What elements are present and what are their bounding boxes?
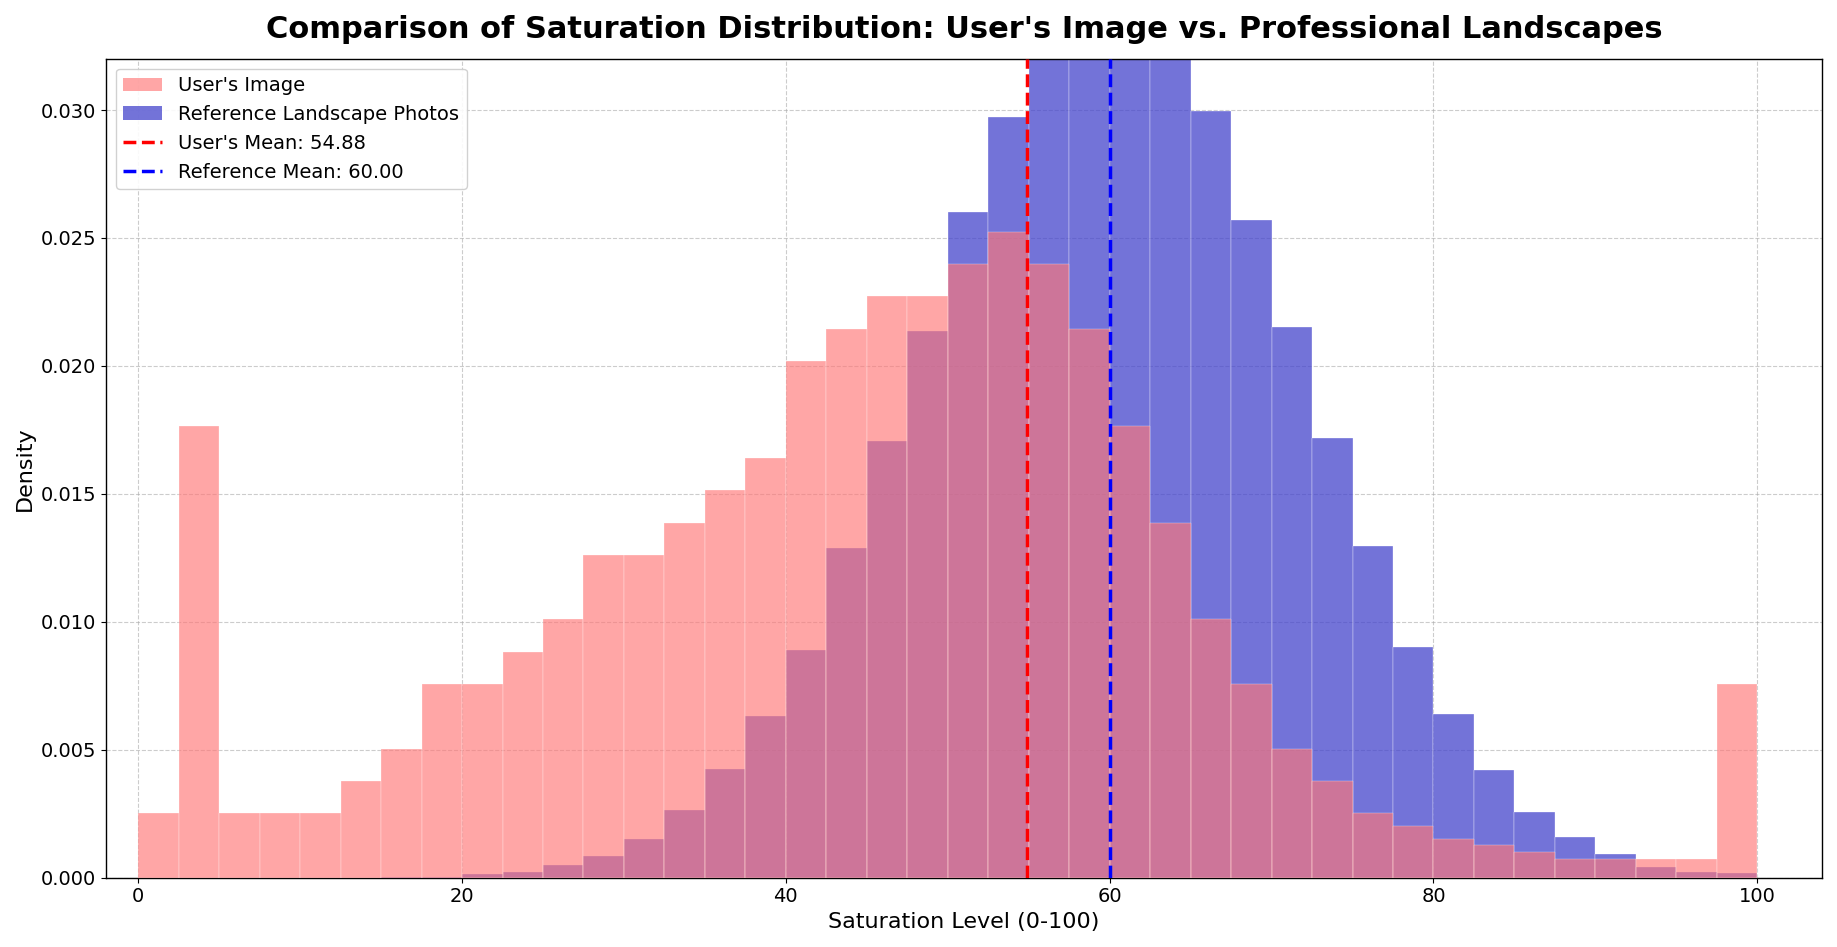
Bar [1677, 859, 1718, 878]
Bar [503, 652, 544, 878]
Bar [665, 810, 705, 878]
Bar [1231, 221, 1271, 878]
Bar [786, 650, 827, 878]
Bar [1473, 770, 1514, 878]
Bar [988, 117, 1029, 878]
Bar [1392, 648, 1433, 878]
Bar [463, 874, 503, 878]
Bar [1352, 546, 1392, 878]
Bar [1392, 826, 1433, 878]
Bar [423, 684, 463, 878]
Bar [1554, 836, 1595, 878]
Bar [1150, 523, 1190, 878]
Legend: User's Image, Reference Landscape Photos, User's Mean: 54.88, Reference Mean: 60: User's Image, Reference Landscape Photos… [116, 68, 467, 189]
Bar [625, 555, 665, 878]
Bar [1190, 111, 1231, 878]
Bar [1595, 854, 1635, 878]
Bar [705, 491, 746, 878]
Title: Comparison of Saturation Distribution: User's Image vs. Professional Landscapes: Comparison of Saturation Distribution: U… [266, 15, 1662, 44]
Bar [1150, 43, 1190, 878]
Bar [867, 296, 907, 878]
Bar [423, 877, 463, 878]
Bar [1352, 813, 1392, 878]
Bar [1595, 859, 1635, 878]
Bar [340, 781, 380, 878]
Bar [1029, 38, 1069, 878]
Bar [1029, 264, 1069, 878]
Bar [907, 296, 948, 878]
Bar [503, 871, 544, 878]
Bar [584, 555, 625, 878]
Bar [259, 813, 299, 878]
Bar [827, 329, 867, 878]
Bar [544, 619, 584, 878]
Bar [1433, 839, 1473, 878]
Bar [665, 523, 705, 878]
Bar [948, 212, 988, 878]
Bar [1271, 748, 1312, 878]
Bar [1110, 425, 1150, 878]
Bar [1635, 867, 1677, 878]
Bar [299, 813, 340, 878]
Bar [380, 748, 423, 878]
Bar [584, 855, 625, 878]
Bar [746, 716, 786, 878]
Bar [1069, 0, 1110, 878]
Y-axis label: Density: Density [15, 426, 35, 510]
Bar [988, 232, 1029, 878]
Bar [544, 866, 584, 878]
Bar [705, 769, 746, 878]
Bar [1554, 859, 1595, 878]
Bar [1635, 859, 1677, 878]
Bar [1271, 327, 1312, 878]
Bar [463, 684, 503, 878]
Bar [948, 264, 988, 878]
Bar [1514, 852, 1554, 878]
Bar [1069, 329, 1110, 878]
Bar [1312, 438, 1352, 878]
Bar [1312, 781, 1352, 878]
Bar [1473, 846, 1514, 878]
Bar [1677, 872, 1718, 878]
Bar [746, 457, 786, 878]
Bar [1514, 812, 1554, 878]
Bar [178, 425, 219, 878]
Bar [827, 547, 867, 878]
Bar [1718, 684, 1758, 878]
Bar [1433, 714, 1473, 878]
X-axis label: Saturation Level (0-100): Saturation Level (0-100) [828, 912, 1100, 932]
Bar [1231, 684, 1271, 878]
Bar [907, 331, 948, 878]
Bar [625, 839, 665, 878]
Bar [1190, 619, 1231, 878]
Bar [786, 361, 827, 878]
Bar [219, 813, 259, 878]
Bar [1110, 0, 1150, 878]
Bar [138, 813, 178, 878]
Bar [1718, 873, 1758, 878]
Bar [867, 440, 907, 878]
